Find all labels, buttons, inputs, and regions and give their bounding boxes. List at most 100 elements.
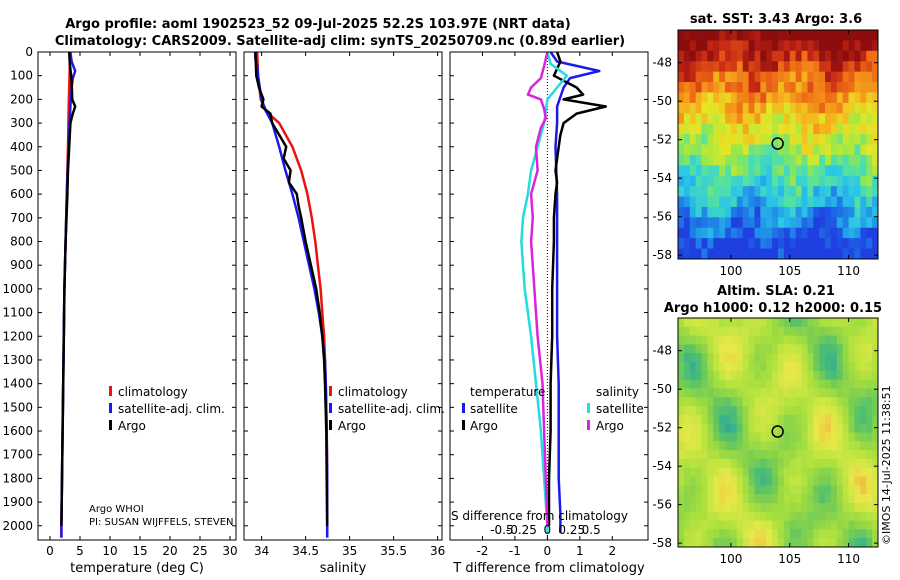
map-cell [813,388,820,398]
map-cell [795,92,802,104]
map-cell [725,335,732,345]
map-cell [830,61,838,73]
map-cell [748,388,755,398]
map-cell [760,494,767,504]
map-cell [866,30,873,41]
map-cell [701,370,708,381]
map-cell [801,318,808,328]
map-cell [725,450,732,460]
map-cell [830,494,838,504]
map-cell [830,335,838,345]
map-cell [860,441,867,451]
map-cell [872,529,879,539]
map-cell [860,227,867,239]
map-cell [836,520,844,530]
map-cell [701,406,708,416]
map-cell [825,441,832,451]
map-cell [860,82,867,93]
map-cell [713,441,720,451]
map-cell [742,82,749,93]
map-cell [872,370,879,381]
map-cell [736,248,744,260]
map-cell [725,362,732,372]
map-cell [807,113,814,125]
map-cell [736,82,744,93]
map-cell [830,82,838,93]
map-cell [778,520,785,530]
map-cell [854,432,861,442]
map-cell [819,458,826,469]
map-cell [854,529,861,539]
map-cell [766,379,773,389]
map-cell [683,326,691,337]
map-cell [766,217,773,229]
map-cell [713,450,720,460]
map-cell [783,335,791,345]
map-cell [825,92,832,104]
y-tick-label: 700 [10,211,33,225]
map-cell [836,144,844,156]
map-cell [742,196,749,208]
map-cell [742,388,749,398]
map-cell [789,123,797,135]
map-cell [707,82,714,93]
legend-swatch-argo [329,420,332,430]
map-cell [842,50,849,62]
map-cell [742,414,749,425]
map-cell [760,102,767,114]
map-cell [707,538,714,548]
map-cell [725,196,732,208]
map-cell [807,450,814,460]
map-cell [872,520,879,530]
map-cell [689,134,697,145]
map-cell [701,113,708,125]
map-cell [783,494,791,504]
map-cell [725,379,732,389]
map-cell [730,397,738,407]
map-cell [742,379,749,389]
map-x-tick-label: 100 [719,552,742,566]
map-cell [748,227,755,239]
map-cell [760,458,767,469]
float-location-marker [771,425,784,438]
map-cell [766,362,773,372]
map-cell [719,196,726,208]
map-cell [866,432,873,442]
map-cell [795,227,802,239]
map-cell [689,196,697,208]
map-cell [795,113,802,125]
map-cell [754,502,761,513]
map-cell [842,61,849,73]
map-cell [866,353,873,363]
map-cell [713,476,720,486]
map-cell [819,92,826,104]
map-cell [701,61,708,73]
map-cell [713,458,720,469]
map-cell [766,450,773,460]
map-cell [748,414,755,425]
legend-swatch-sal-satellite [587,403,590,413]
map-cell [766,196,773,208]
map-cell [736,406,744,416]
map-cell [678,318,685,328]
map-cell [707,102,714,114]
map-cell [719,344,726,354]
map-cell [725,476,732,486]
map-cell [789,423,797,433]
map-cell [842,248,849,260]
map-cell [783,50,791,62]
map-cell [783,40,791,52]
map-cell [695,511,702,521]
map-cell [742,175,749,187]
map-cell [778,335,785,345]
map-cell [742,502,749,513]
map-cell [860,379,867,389]
map-cell [742,406,749,416]
map-cell [760,362,767,372]
map-cell [836,538,844,548]
map-cell [795,529,802,539]
map-cell [725,538,732,548]
map-cell [813,186,820,197]
map-cell [725,134,732,145]
map-cell [754,326,761,337]
